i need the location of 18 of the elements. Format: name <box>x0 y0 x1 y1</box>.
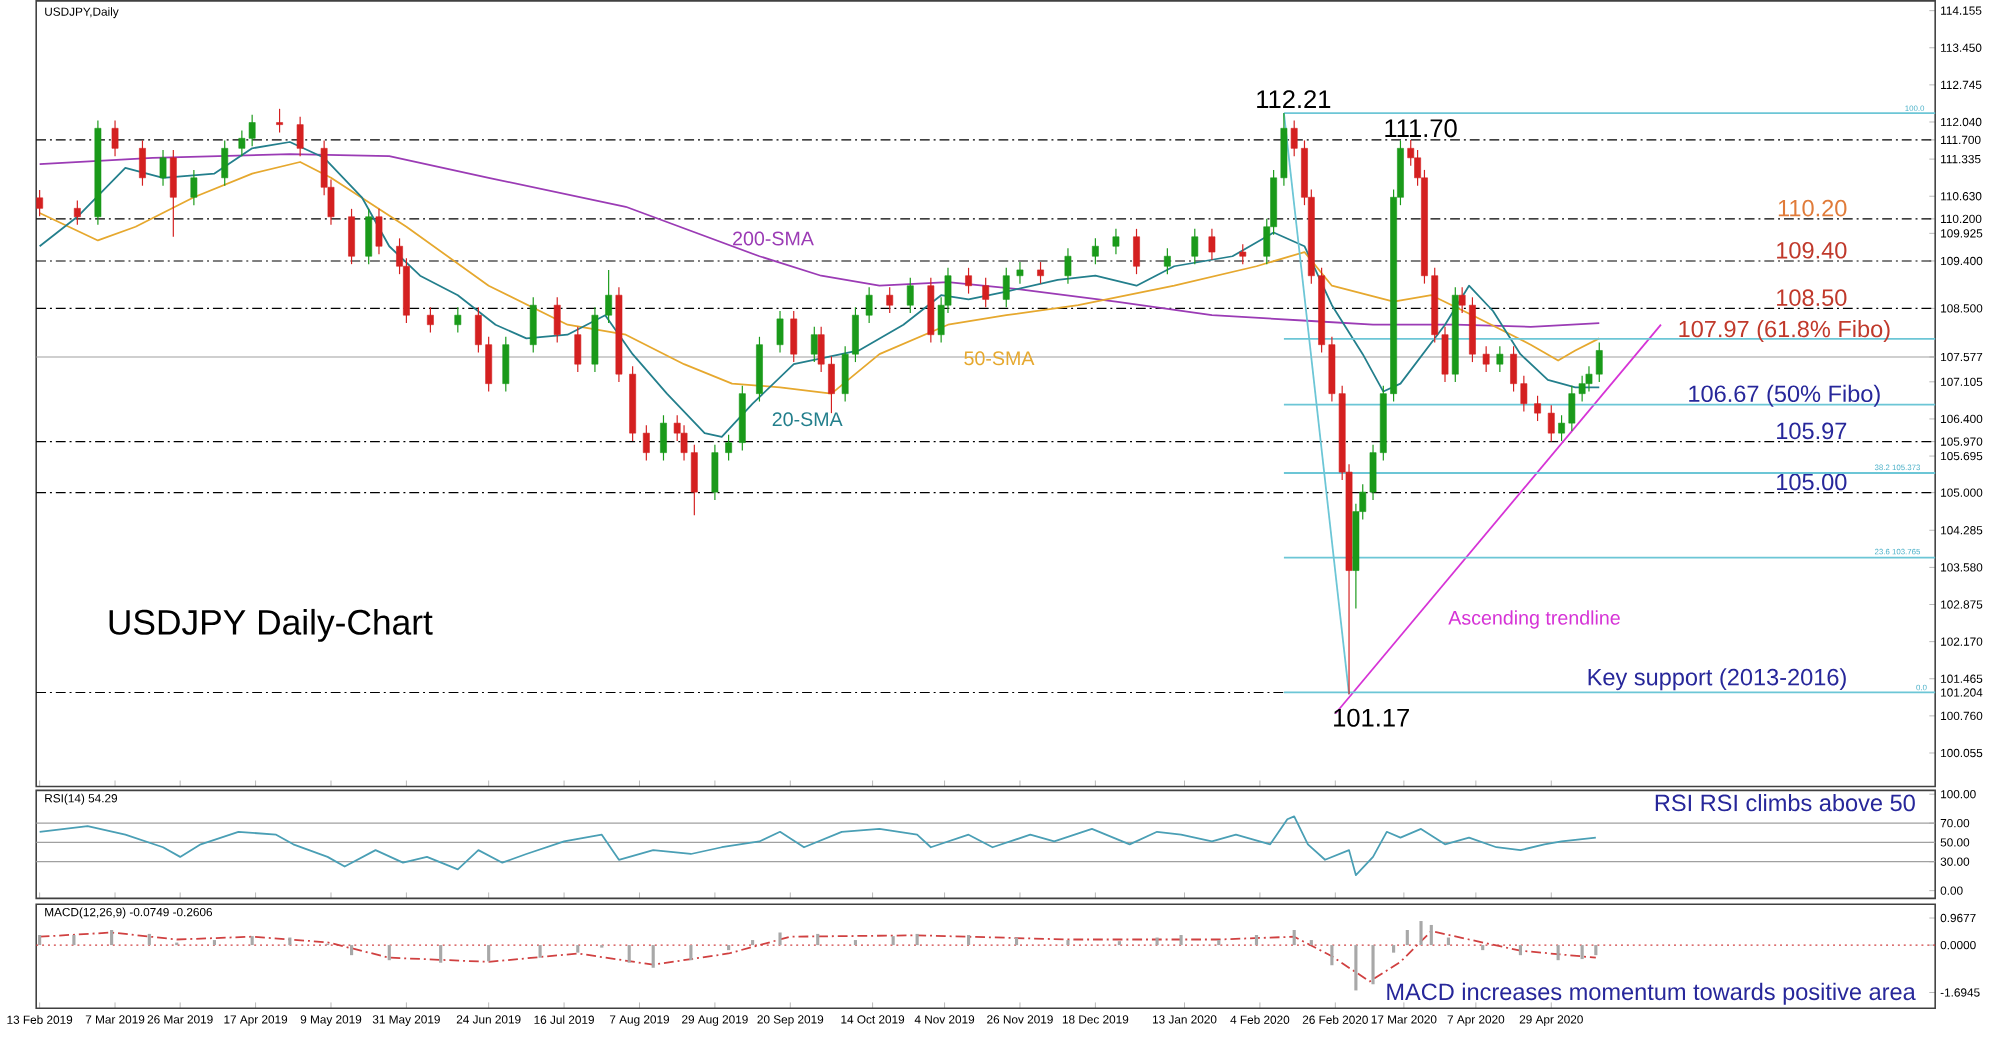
ref-line-label: 109.40 <box>1777 242 1847 259</box>
annotation: Ascending trendline <box>1448 610 1620 629</box>
annotation: RSI RSI climbs above 50 <box>1655 794 1915 812</box>
annotation: 50-SMA <box>964 351 1035 366</box>
text: USDJPY Daily-Chart <box>109 608 433 642</box>
annotation: 107.97 (61.8% Fibo) <box>1679 320 1890 343</box>
ref-line-label: 105.00 <box>1777 473 1847 491</box>
ref-line-label: Key support (2013-2016) <box>1588 668 1846 691</box>
ref-line-label: 110.20 <box>1778 199 1847 217</box>
annotation: 101.17 <box>1334 708 1409 727</box>
annotation: 111.70 <box>1385 119 1457 138</box>
annotation: MACD increases momentum towards positive area <box>1387 982 1916 1005</box>
annotation: 20-SMA <box>772 412 843 427</box>
annotation: 200-SMA <box>733 231 814 246</box>
ref-line-label: 108.50 <box>1777 289 1847 307</box>
annotation: 106.67 (50% Fibo) <box>1689 384 1880 407</box>
ref-line-label: 105.97 <box>1777 422 1847 440</box>
annotation: 112.21 <box>1257 90 1331 109</box>
